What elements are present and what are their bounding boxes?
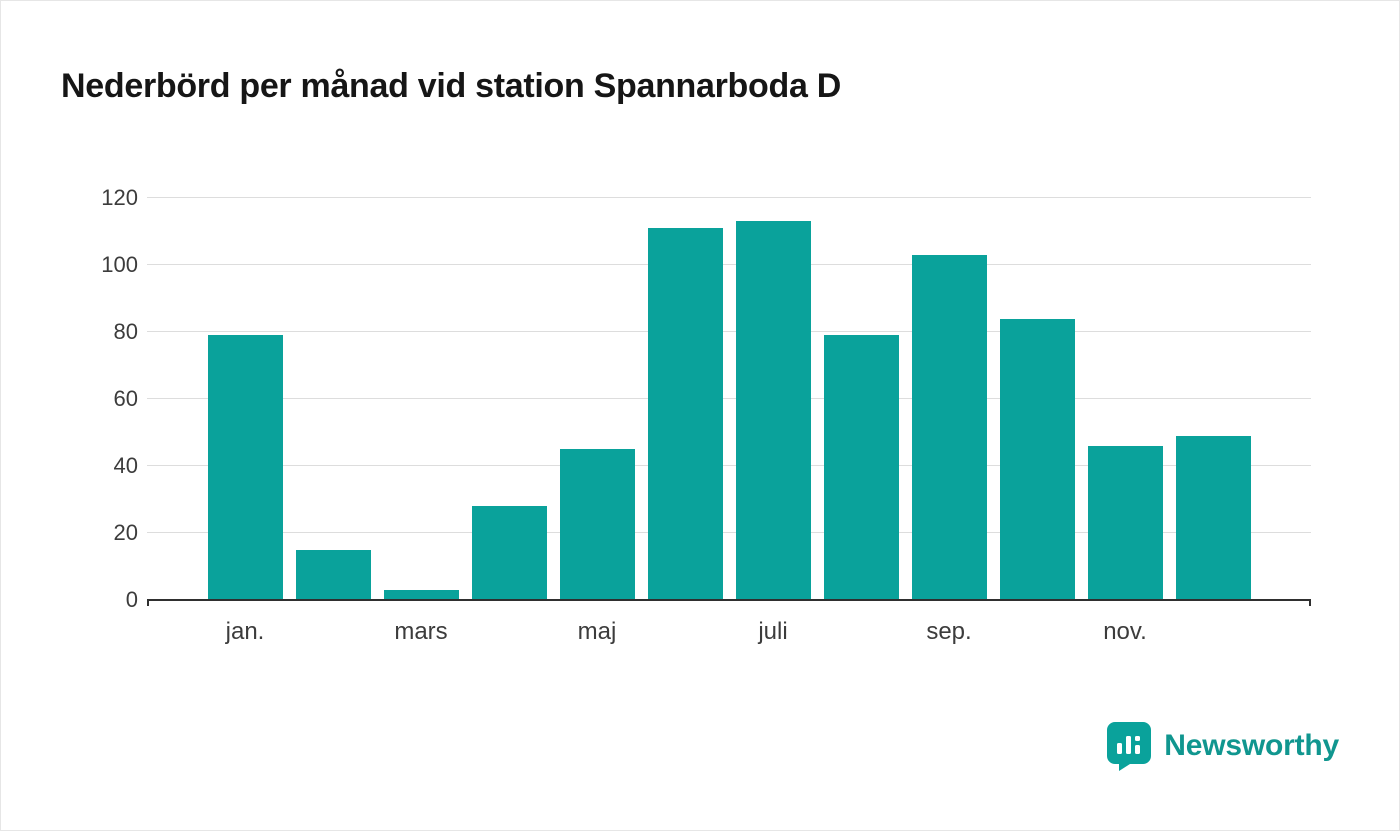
bar-band [553,198,641,600]
x-axis: jan. mars maj juli sep. nov. [147,618,1311,647]
y-tick-label: 0 [125,587,138,612]
x-axis-left-tick [147,599,149,606]
gridline [147,264,1311,265]
bar-jan. [207,335,283,600]
bar-band [1081,198,1169,600]
bar-mars [383,589,459,600]
x-tick-spacer [1169,618,1257,647]
x-tick-label: mars [394,618,448,645]
x-tick-spacer [817,618,905,647]
x-tick-spacer [465,618,553,647]
brand: Newsworthy [1106,721,1339,771]
bar-apr. [471,506,547,600]
gridline [147,331,1311,333]
bar-band [641,198,729,600]
x-tick-label: juli [758,618,788,645]
bar-band [729,198,817,600]
bar-juli [735,221,811,600]
gridline [147,398,1311,399]
gridline [147,197,1311,198]
x-tick-spacer [993,618,1081,647]
y-tick-label: 120 [101,185,138,210]
bar-juni [647,228,723,600]
bar-band [905,198,993,600]
bar-band [201,198,289,600]
newsworthy-logo-icon [1107,722,1152,771]
bar-maj [559,449,635,600]
bar-band [465,198,553,600]
y-tick-label: 40 [113,453,138,479]
bar-band [377,198,465,600]
x-tick-label: maj [577,618,617,645]
gridline [147,532,1311,534]
plot-area [147,197,1311,606]
bar-nov. [1087,445,1163,600]
x-tick-label: jan. [225,618,265,645]
bars [147,198,1311,600]
bar-sep. [911,254,987,600]
bar-band [817,198,905,600]
x-tick-label: sep. [926,618,972,645]
x-tick-spacer [641,618,729,647]
brand-name: Newsworthy [1164,729,1339,762]
bar-aug. [823,335,899,600]
bar-feb. [295,549,371,600]
x-axis-line [147,599,1311,601]
bar-band [993,198,1081,600]
x-tick-spacer [289,618,377,647]
x-axis-right-tick [1309,599,1311,606]
y-tick-label: 100 [101,252,138,277]
bar-okt. [999,318,1075,600]
bar-band [1169,198,1257,600]
y-tick-label: 60 [113,386,138,411]
bar-band [289,198,377,600]
y-axis: 0 20 40 60 80 100 120 [1,187,138,611]
bar-dec. [1175,435,1251,600]
x-tick-label: nov. [1103,618,1147,645]
chart-title: Nederbörd per månad vid station Spannarb… [61,67,841,105]
gridline [147,465,1311,467]
y-tick-label: 80 [113,319,138,345]
y-tick-label: 20 [113,520,138,546]
